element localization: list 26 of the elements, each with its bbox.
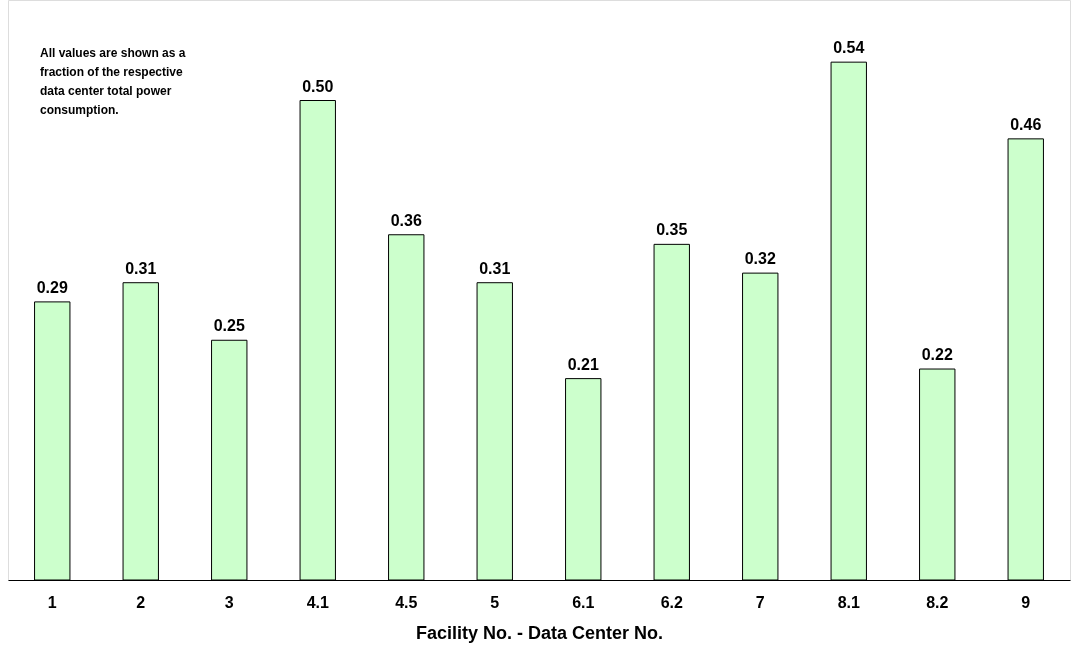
- x-tick-label: 6.2: [660, 593, 683, 611]
- x-tick-label: 1: [47, 593, 57, 611]
- x-tick-label: 3: [224, 593, 234, 611]
- data-label: 0.54: [833, 39, 865, 57]
- data-label: 0.31: [479, 259, 511, 277]
- data-label: 0.35: [656, 221, 688, 239]
- x-tick-label: 6.1: [572, 593, 595, 611]
- x-tick-label: 9: [1021, 593, 1031, 611]
- data-label: 0.22: [921, 346, 953, 364]
- x-tick-label: 5: [490, 593, 500, 611]
- data-label: 0.31: [125, 259, 157, 277]
- x-tick-label: 8.1: [837, 593, 860, 611]
- data-label: 0.50: [302, 77, 334, 95]
- annotation: All values are shown as a fraction of the respective data center total power consumption.: [40, 46, 186, 117]
- x-tick-label: 2: [136, 593, 146, 611]
- data-label: 0.46: [1010, 115, 1042, 133]
- x-tick-label: 8.2: [926, 593, 949, 611]
- data-label: 0.32: [744, 250, 776, 268]
- x-axis-title: Facility No. - Data Center No.: [415, 622, 664, 643]
- x-tick-label: 4.1: [306, 593, 329, 611]
- data-label: 0.29: [36, 278, 68, 296]
- data-label: 0.36: [390, 211, 422, 229]
- x-tick-label: 7: [755, 593, 765, 611]
- data-label: 0.21: [567, 355, 599, 373]
- data-label: 0.25: [213, 317, 245, 335]
- x-tick-label: 4.5: [395, 593, 418, 611]
